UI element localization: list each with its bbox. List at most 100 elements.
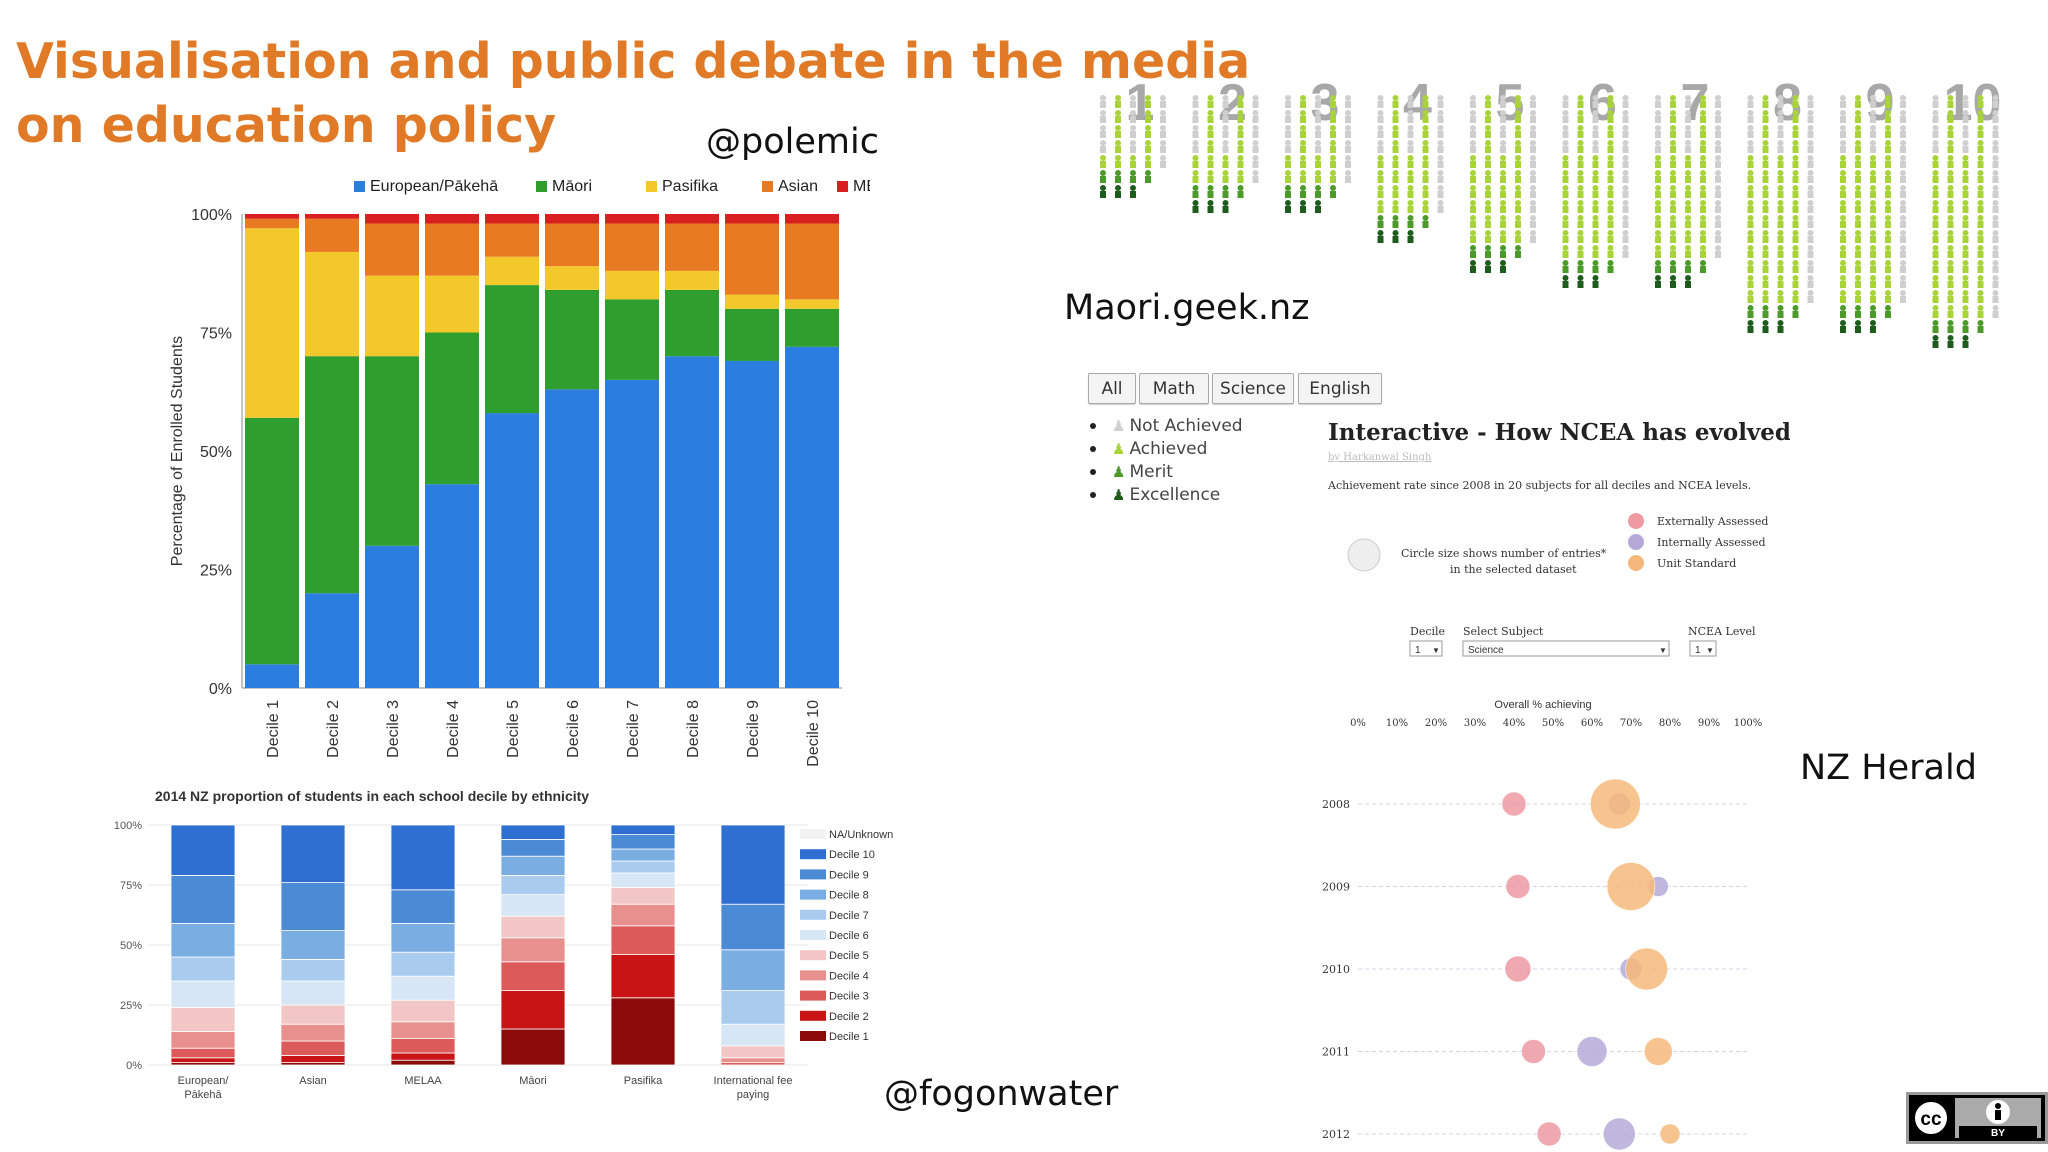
bar-pasifika-decile-5 (485, 256, 539, 286)
x-tick-label: Decile 9 (745, 700, 762, 758)
person-icon (1145, 170, 1151, 176)
person-body (1285, 191, 1291, 198)
person-icon (1870, 95, 1876, 101)
person-icon (1900, 140, 1906, 146)
person-icon (1715, 215, 1721, 221)
person-body (1962, 101, 1969, 108)
person-body (1470, 236, 1476, 243)
person-icon (1807, 230, 1814, 236)
slide-title: Visualisation and public debate in the m… (16, 33, 1251, 154)
subject-select[interactable] (1462, 640, 1670, 657)
person-body (1100, 176, 1106, 183)
person-icon (1670, 215, 1676, 221)
person-icon (1700, 95, 1706, 101)
person-icon (1715, 245, 1721, 251)
person-icon (1530, 110, 1536, 116)
person-body (1222, 116, 1229, 123)
person-body (1407, 221, 1414, 228)
person-body (1747, 131, 1754, 138)
person-body (1607, 221, 1614, 228)
level-select[interactable] (1689, 640, 1717, 657)
person-body (1777, 236, 1784, 243)
person-body (1160, 131, 1166, 138)
person-body (1900, 161, 1906, 168)
bar-asian-decile-2 (305, 218, 359, 252)
person-body (1977, 251, 1984, 258)
person-body (1962, 116, 1969, 123)
person-icon (1485, 200, 1491, 206)
person-body (1422, 191, 1429, 198)
person-icon (1962, 230, 1969, 236)
tab-english[interactable]: English (1298, 373, 1382, 404)
bar-decile-6-pasifika (610, 872, 676, 888)
person-icon (1932, 170, 1939, 176)
person-body (1622, 221, 1629, 228)
person-icon (1115, 170, 1121, 176)
person-body (1592, 236, 1599, 243)
person-icon (1900, 170, 1906, 176)
person-icon (1747, 185, 1754, 191)
person-icon (1962, 320, 1969, 326)
person-body (1115, 116, 1121, 123)
person-body (1855, 101, 1861, 108)
person-icon (1792, 170, 1799, 176)
bar-melaa-decile-9 (725, 214, 779, 224)
person-body (1840, 206, 1846, 213)
person-icon (1622, 125, 1629, 131)
person-body (1685, 281, 1691, 288)
x-tick-label: Decile 10 (805, 700, 822, 767)
person-body (1962, 161, 1969, 168)
person-icon (1192, 185, 1199, 191)
person-body (1100, 101, 1106, 108)
tab-science[interactable]: Science (1212, 373, 1294, 404)
person-icon (1285, 155, 1291, 161)
person-body (1160, 161, 1166, 168)
person-icon (1992, 290, 1999, 296)
person-body (1592, 206, 1599, 213)
person-body (1562, 206, 1569, 213)
person-body (1500, 161, 1506, 168)
person-icon (1962, 170, 1969, 176)
person-body (1192, 146, 1199, 153)
person-body (1500, 101, 1506, 108)
person-icon (1252, 95, 1259, 101)
tab-all[interactable]: All (1088, 373, 1136, 404)
person-body (1670, 191, 1676, 198)
person-body (1947, 176, 1954, 183)
person-icon (1607, 155, 1614, 161)
person-body (1315, 131, 1321, 138)
person-body (1500, 236, 1506, 243)
person-body (1962, 281, 1969, 288)
person-icon (1470, 230, 1476, 236)
person-icon (1807, 200, 1814, 206)
person-body (1285, 176, 1291, 183)
person-icon (1762, 275, 1769, 281)
decile-select[interactable] (1409, 640, 1443, 657)
person-icon (1607, 260, 1614, 266)
person-body (1870, 146, 1876, 153)
person-body (1515, 161, 1521, 168)
person-icon (1345, 170, 1351, 176)
person-icon (1207, 125, 1214, 131)
person-icon (1840, 125, 1846, 131)
person-icon (1392, 95, 1399, 101)
person-body (1422, 176, 1429, 183)
person-body (1670, 281, 1676, 288)
person-body (1870, 266, 1876, 273)
person-icon (1300, 140, 1306, 146)
person-body (1885, 191, 1891, 198)
person-icon (1315, 170, 1321, 176)
person-icon (1470, 140, 1476, 146)
tab-math[interactable]: Math (1139, 373, 1209, 404)
legend-swatch-decile-9 (800, 869, 826, 880)
person-body (1947, 221, 1954, 228)
person-icon (1315, 200, 1321, 206)
person-icon (1100, 170, 1106, 176)
person-icon (1762, 320, 1769, 326)
person-icon (1392, 230, 1399, 236)
person-body (1655, 116, 1661, 123)
person-icon (1577, 95, 1584, 101)
person-icon (1700, 260, 1706, 266)
person-icon (1407, 230, 1414, 236)
person-body (1655, 191, 1661, 198)
